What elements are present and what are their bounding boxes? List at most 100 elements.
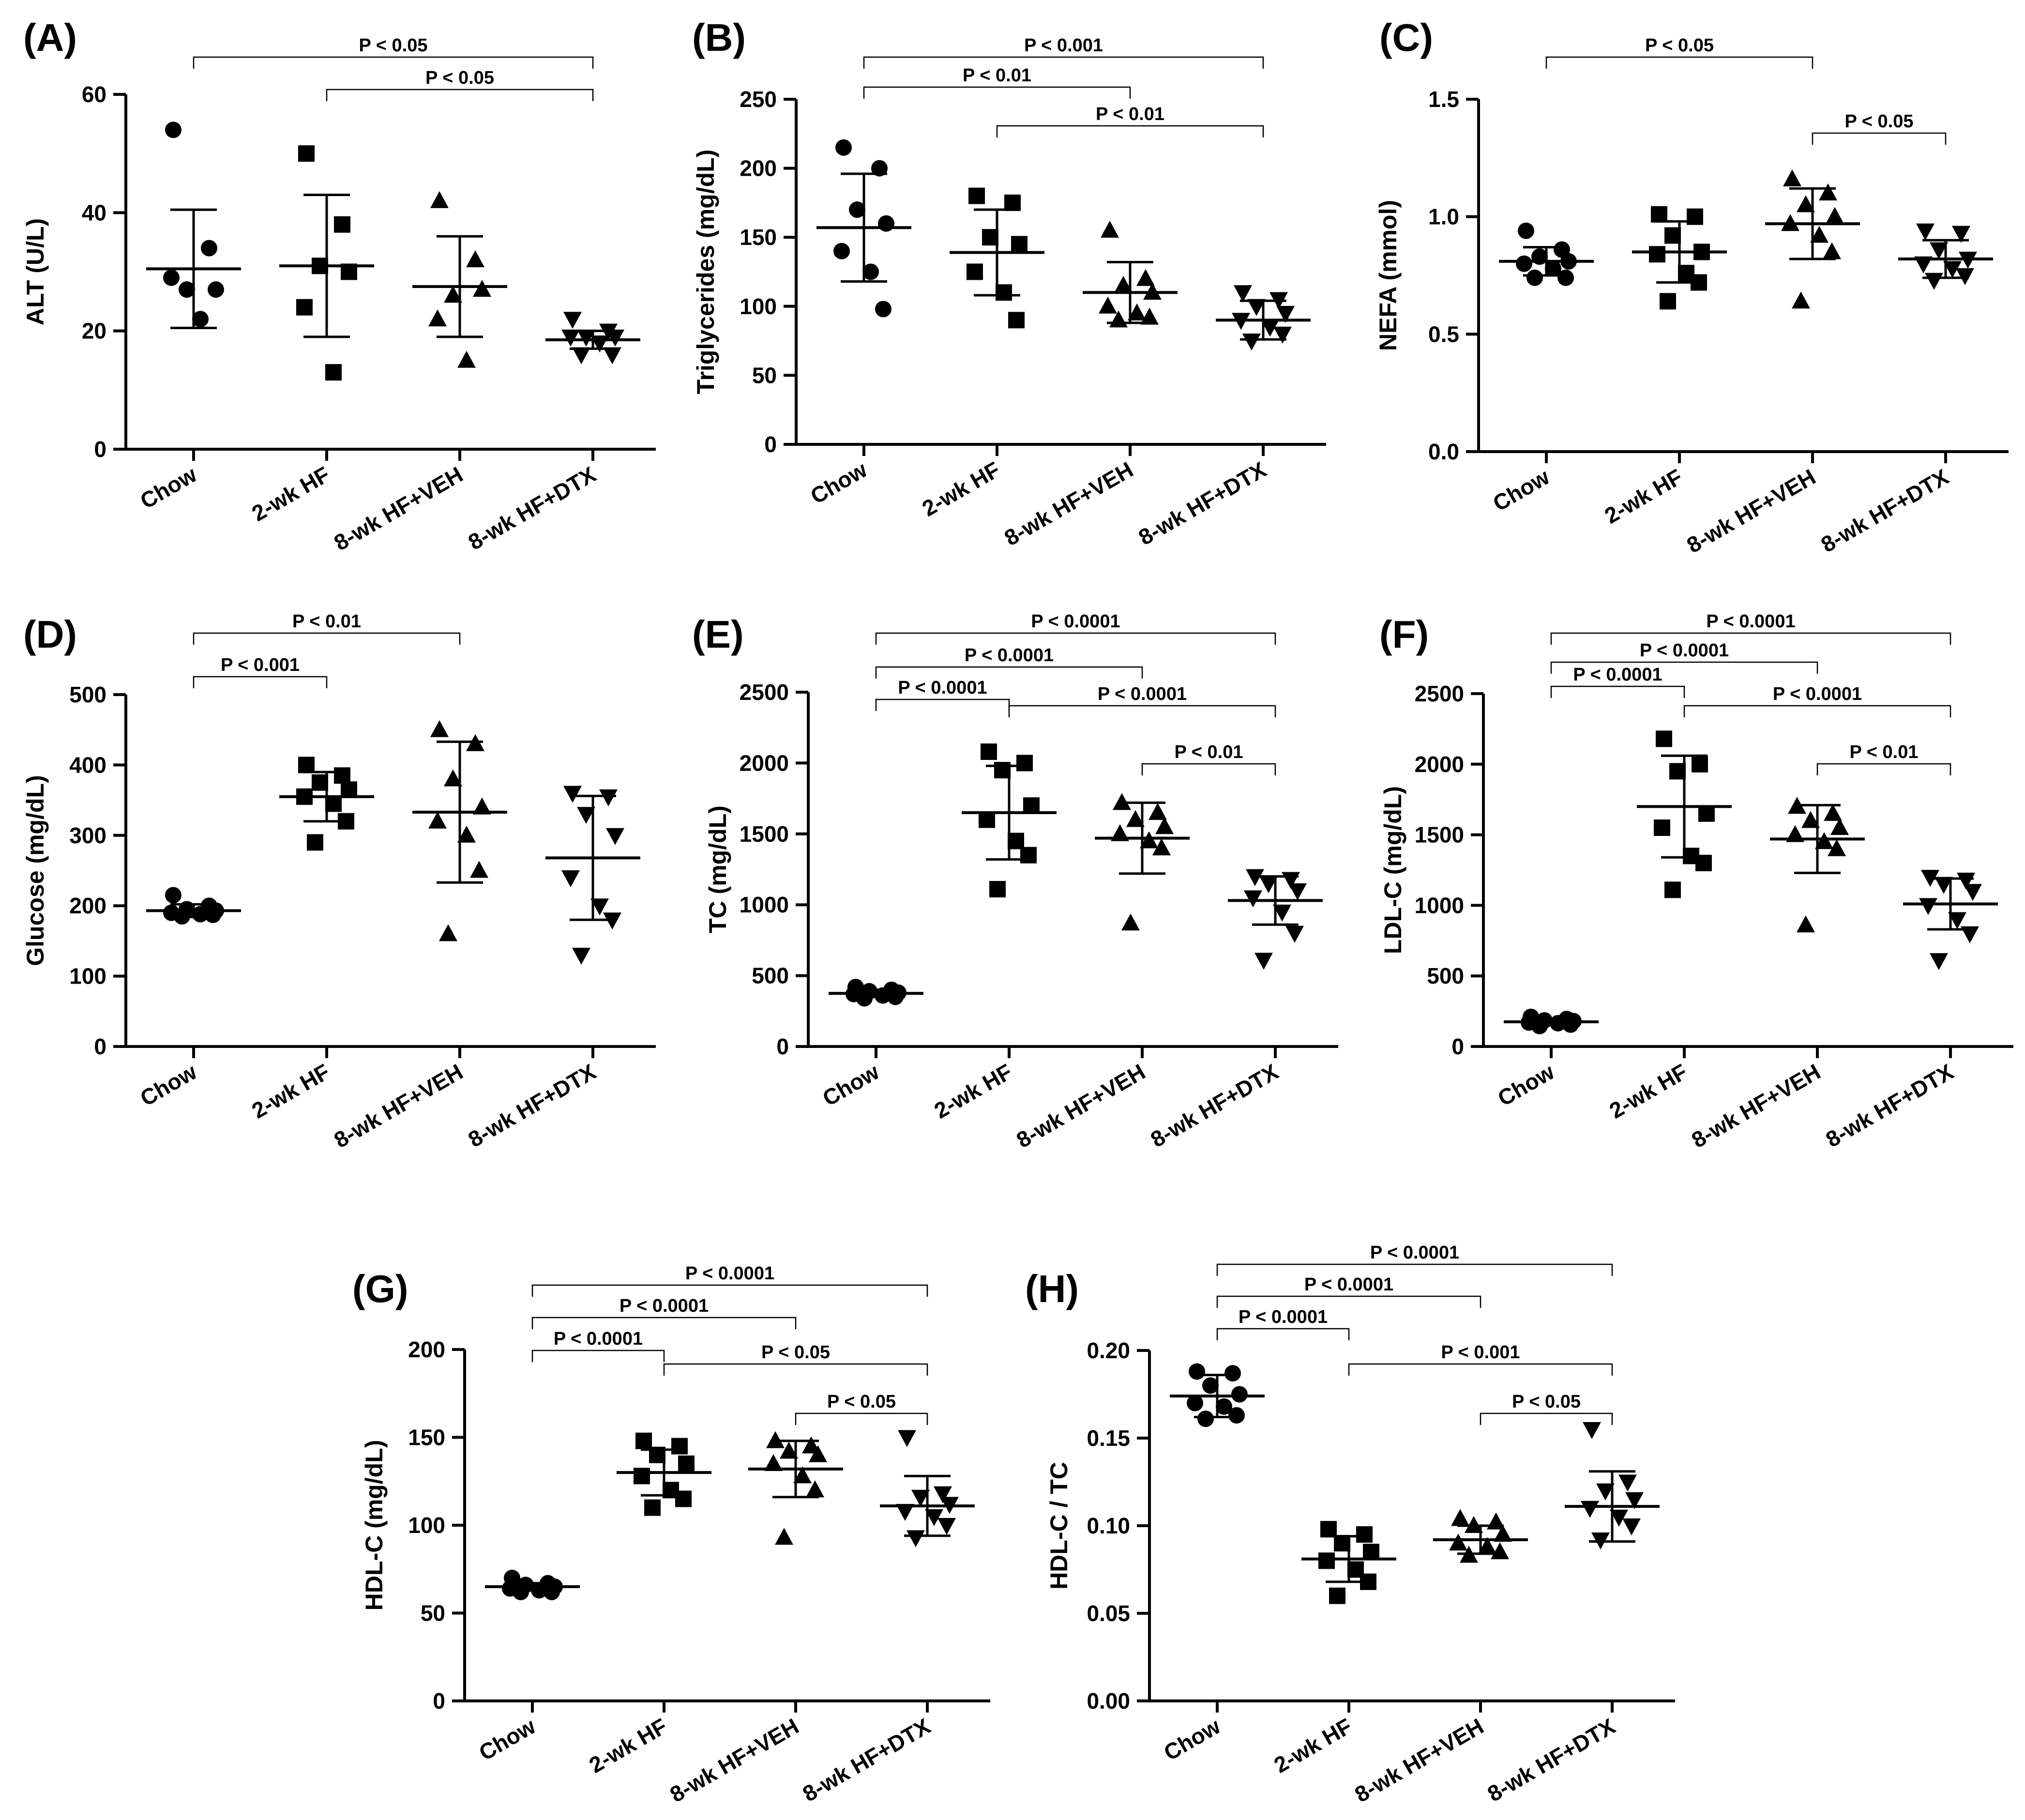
data-point bbox=[561, 870, 580, 888]
data-point bbox=[911, 1489, 930, 1507]
significance-bracket bbox=[1480, 1412, 1613, 1425]
significance-bracket bbox=[1683, 705, 1951, 717]
data-point bbox=[1285, 925, 1304, 943]
data-point bbox=[802, 1436, 820, 1454]
significance-label: P < 0.01 bbox=[292, 611, 361, 632]
significance-bracket bbox=[1348, 1363, 1613, 1376]
significance-bracket bbox=[1816, 763, 1951, 775]
x-category-label: 8-wk HF+DTX bbox=[464, 461, 600, 555]
data-point bbox=[1451, 1509, 1469, 1526]
significance-label: P < 0.05 bbox=[1645, 35, 1714, 56]
data-point bbox=[1008, 833, 1024, 849]
data-point bbox=[1557, 269, 1574, 286]
significance-bracket bbox=[1216, 1328, 1350, 1340]
data-point bbox=[1247, 299, 1266, 316]
significance-label: P < 0.05 bbox=[761, 1342, 830, 1363]
chart-panel: (B) 0 50 100 150 200 250 Triglycerides (mg/dL) C… bbox=[692, 16, 1326, 551]
data-point bbox=[835, 139, 852, 156]
data-point bbox=[1964, 884, 1982, 901]
significance-bracket bbox=[875, 666, 1143, 679]
x-category-label: 8-wk HF+DTX bbox=[1816, 464, 1953, 557]
data-point bbox=[1654, 819, 1670, 836]
y-axis-label: HDL-C (mg/dL) bbox=[361, 1440, 388, 1611]
significance-label: P < 0.001 bbox=[1024, 35, 1103, 56]
data-point bbox=[1823, 242, 1841, 259]
y-tick-label: 250 bbox=[740, 87, 777, 112]
data-point bbox=[1826, 207, 1844, 224]
data-point bbox=[165, 121, 181, 138]
data-point bbox=[563, 312, 582, 329]
data-point bbox=[1231, 1386, 1248, 1403]
y-tick-label: 0.00 bbox=[1087, 1688, 1130, 1714]
data-point bbox=[599, 789, 618, 806]
data-point bbox=[635, 1432, 652, 1449]
significance-label: P < 0.0001 bbox=[1239, 1307, 1328, 1327]
significance-bracket bbox=[1545, 56, 1813, 69]
data-point bbox=[1948, 912, 1966, 929]
significance-bracket bbox=[1812, 132, 1947, 145]
data-point bbox=[572, 947, 590, 965]
data-point bbox=[989, 880, 1006, 897]
x-category-label: 2-wk HF bbox=[918, 457, 1004, 521]
data-point bbox=[849, 201, 865, 218]
data-point bbox=[1259, 876, 1278, 894]
significance-label: P < 0.0001 bbox=[1304, 1274, 1393, 1295]
data-point bbox=[1516, 255, 1532, 272]
data-point bbox=[1449, 1533, 1467, 1551]
data-point bbox=[470, 861, 488, 878]
data-point bbox=[163, 269, 180, 286]
panel-label: (F) bbox=[1379, 613, 1429, 656]
data-point bbox=[1491, 1542, 1509, 1560]
data-point bbox=[192, 311, 209, 328]
data-point bbox=[1244, 890, 1262, 908]
data-point bbox=[1155, 817, 1174, 834]
y-tick-label: 1000 bbox=[1415, 893, 1464, 918]
data-point bbox=[1234, 285, 1252, 303]
x-category-label: 2-wk HF bbox=[247, 1059, 334, 1123]
y-tick-label: 0.10 bbox=[1087, 1513, 1130, 1538]
data-point bbox=[1099, 296, 1117, 314]
data-point bbox=[937, 1518, 956, 1535]
significance-bracket bbox=[1550, 632, 1951, 645]
data-point bbox=[862, 263, 879, 280]
data-point bbox=[1583, 1422, 1601, 1439]
data-point bbox=[1943, 261, 1962, 278]
y-tick-label: 100 bbox=[69, 964, 106, 989]
x-category-label: 2-wk HF bbox=[1605, 1059, 1692, 1123]
chart-panel: (H) 0.00 0.05 0.10 0.15 0.20 HDL-C / TC Chow 2-w… bbox=[1025, 1243, 1675, 1807]
data-point bbox=[764, 1454, 783, 1471]
data-point bbox=[1669, 763, 1686, 780]
data-point bbox=[1152, 838, 1171, 856]
y-axis-label: NEFA (mmol) bbox=[1375, 200, 1402, 351]
significance-bracket bbox=[1550, 661, 1818, 674]
significance-bracket bbox=[1141, 763, 1276, 775]
data-point bbox=[1121, 913, 1140, 931]
significance-bracket bbox=[531, 1284, 928, 1297]
data-point bbox=[1197, 1410, 1214, 1427]
data-point bbox=[473, 797, 491, 815]
y-tick-label: 500 bbox=[1427, 963, 1464, 988]
y-tick-label: 2000 bbox=[740, 750, 789, 775]
y-tick-label: 2000 bbox=[1415, 752, 1464, 777]
data-point bbox=[334, 767, 350, 784]
data-point bbox=[1930, 953, 1948, 971]
data-point bbox=[1698, 805, 1715, 822]
y-tick-label: 500 bbox=[69, 682, 106, 707]
x-category-label: Chow bbox=[136, 1059, 201, 1111]
x-category-label: 8-wk HF+VEH bbox=[665, 1714, 803, 1807]
data-point bbox=[1610, 1509, 1628, 1527]
y-tick-label: 0.15 bbox=[1087, 1426, 1130, 1451]
significance-label: P < 0.0001 bbox=[1640, 640, 1729, 661]
significance-bracket bbox=[1008, 705, 1276, 717]
data-point bbox=[1149, 803, 1167, 820]
data-point bbox=[1023, 797, 1040, 814]
x-category-label: 8-wk HF+VEH bbox=[1350, 1714, 1488, 1807]
data-point bbox=[967, 263, 983, 280]
y-tick-label: 50 bbox=[752, 363, 777, 388]
data-point bbox=[1664, 881, 1681, 898]
panel-label: (C) bbox=[1379, 16, 1433, 59]
data-point bbox=[1797, 915, 1815, 933]
significance-bracket bbox=[863, 56, 1264, 69]
data-point bbox=[1934, 877, 1953, 894]
data-point bbox=[671, 1438, 688, 1455]
